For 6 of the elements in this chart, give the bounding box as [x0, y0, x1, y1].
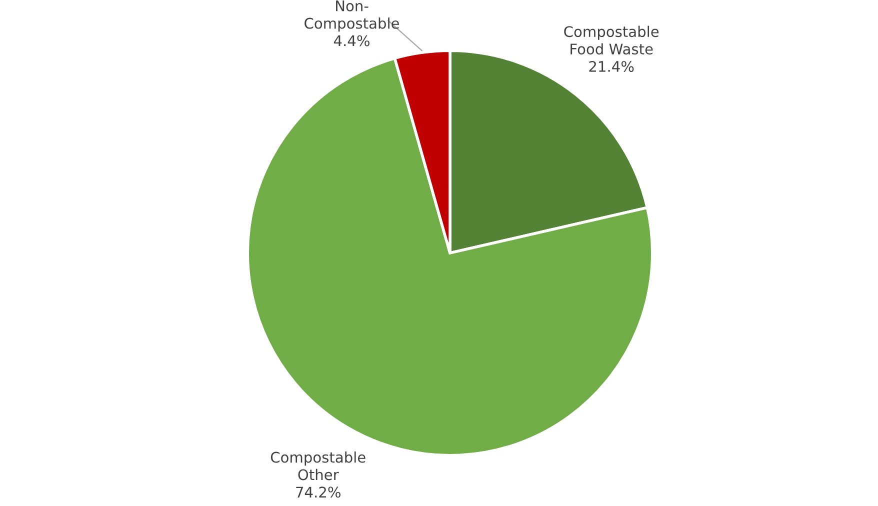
slice-label: Compostable Other [270, 452, 366, 480]
data-label: 4.4% [334, 35, 370, 46]
data-label: 74.2% [296, 486, 340, 498]
data-label: 21.4% [589, 60, 634, 72]
slice-label: Non- Compostable [304, 0, 399, 32]
slice-label: Compostable Food Waste [564, 26, 659, 55]
